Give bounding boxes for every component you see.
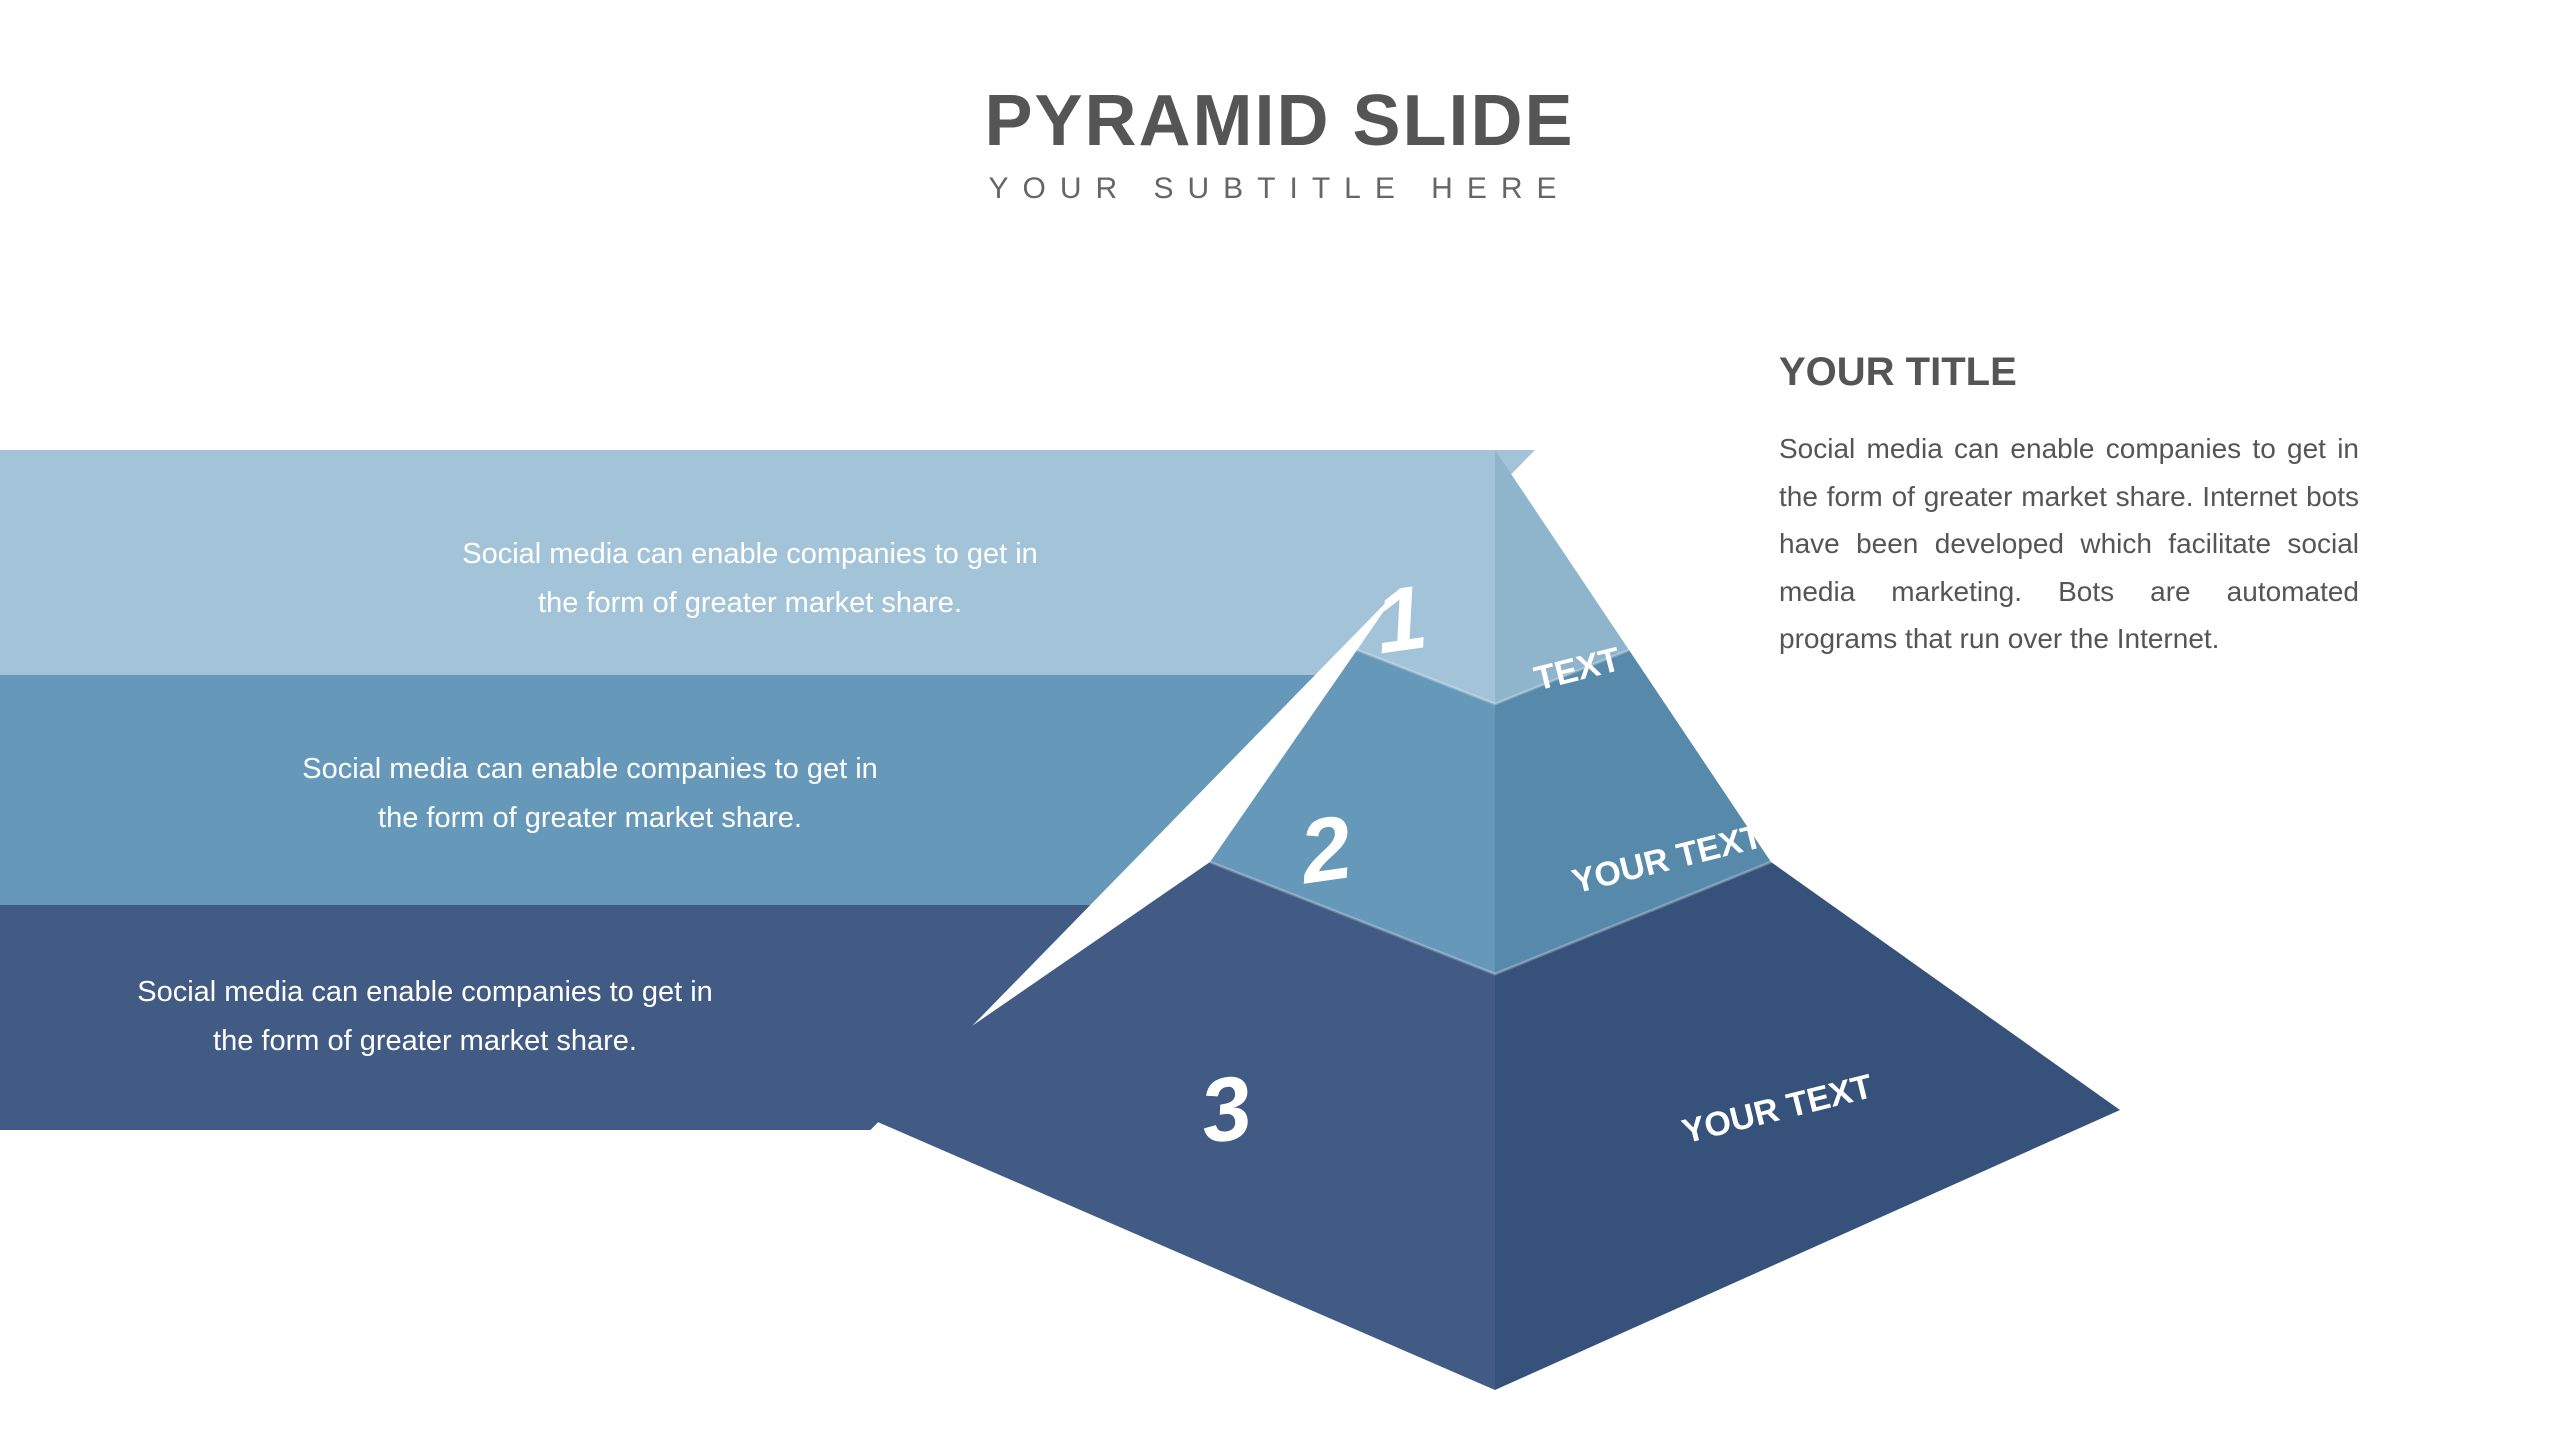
band-text-2: Social media can enable companies to get…	[290, 745, 890, 844]
sidebar-panel: YOUR TITLE Social media can enable compa…	[1779, 350, 2359, 663]
sidebar-title: YOUR TITLE	[1779, 350, 2359, 395]
sidebar-body: Social media can enable companies to get…	[1779, 425, 2359, 663]
band-text-1: Social media can enable companies to get…	[450, 530, 1050, 629]
band-text-3: Social media can enable companies to get…	[125, 968, 725, 1067]
pyramid-diagram: 1TEXT2YOUR TEXT3YOUR TEXT	[0, 0, 2559, 1440]
pyramid-right-face-3	[1495, 862, 2120, 1390]
